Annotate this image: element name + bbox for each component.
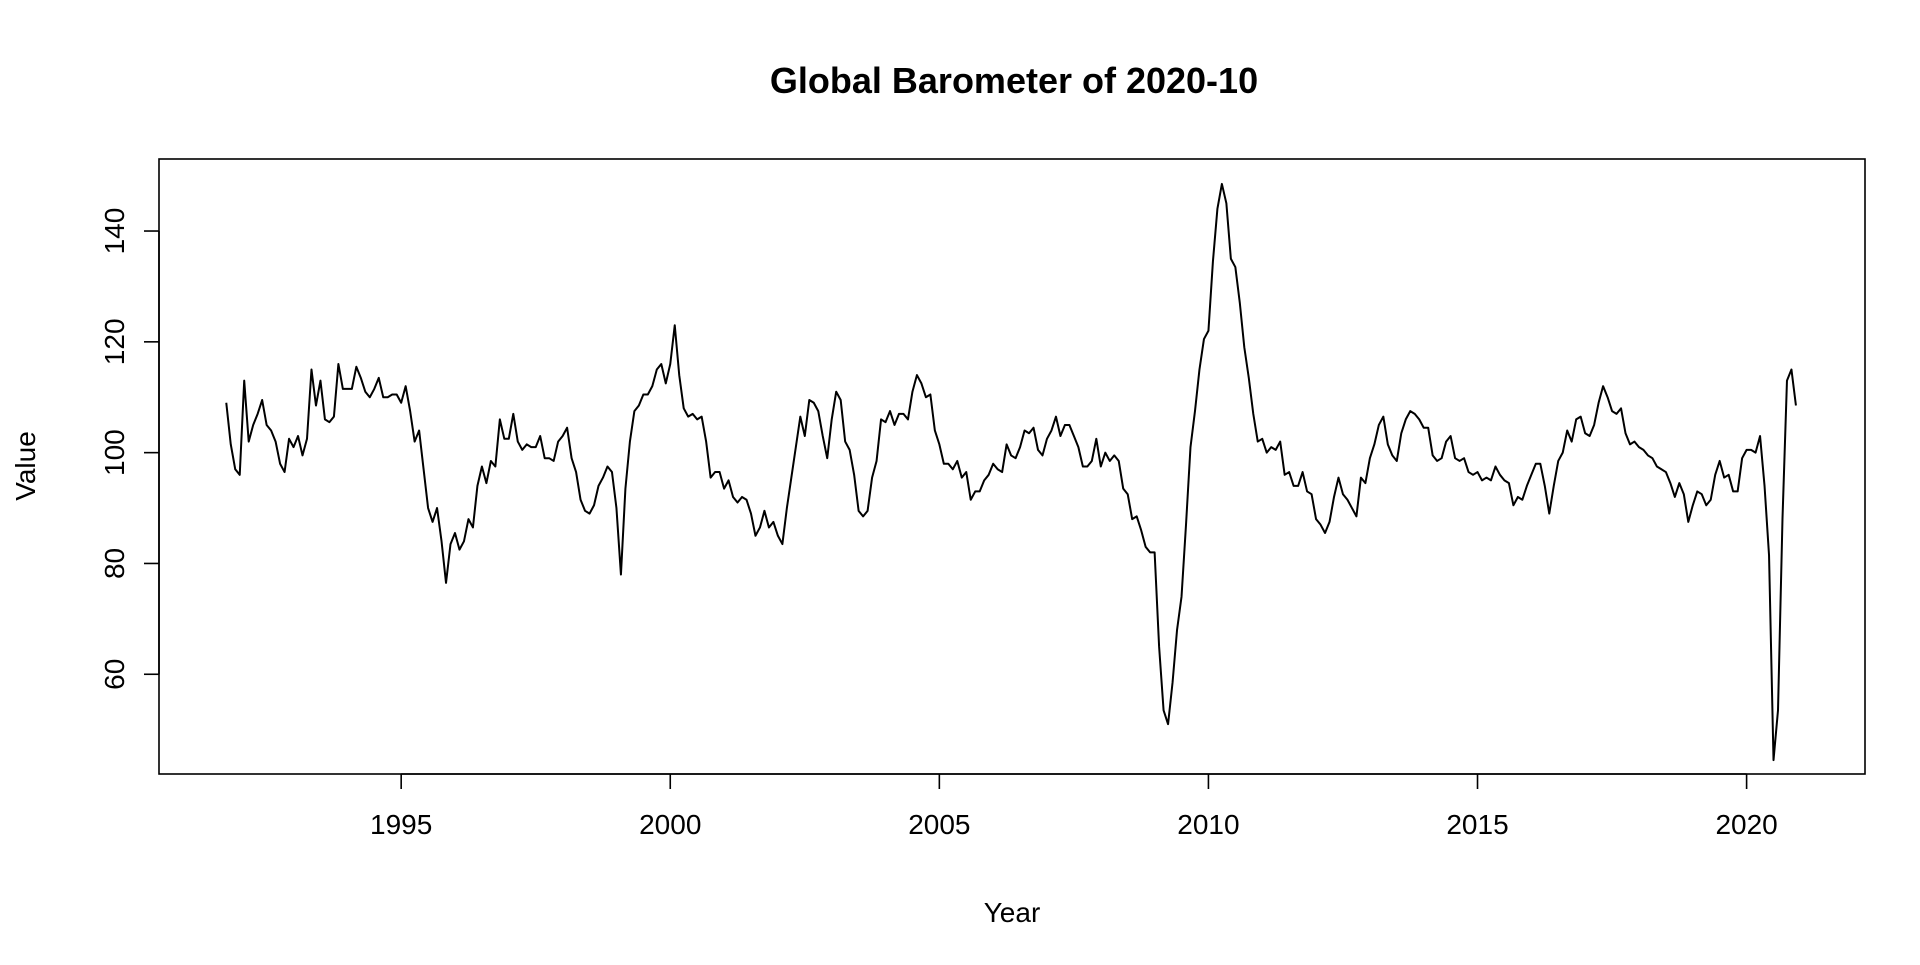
x-axis: 1995 2000 2005 2010 2015 2020 bbox=[370, 773, 1778, 840]
x-tick-label: 2020 bbox=[1715, 809, 1777, 840]
y-tick-label: 80 bbox=[99, 548, 130, 579]
y-tick-label: 140 bbox=[99, 208, 130, 255]
plot-frame bbox=[158, 158, 1866, 775]
y-tick-label: 100 bbox=[99, 429, 130, 476]
x-tick-label: 2005 bbox=[908, 809, 970, 840]
x-tick-label: 1995 bbox=[370, 809, 432, 840]
series-line-0 bbox=[225, 182, 1797, 762]
x-tick-label: 2015 bbox=[1446, 809, 1508, 840]
chart-title: Global Barometer of 2020-10 bbox=[770, 60, 1258, 101]
y-tick-label: 60 bbox=[99, 659, 130, 690]
series-layer bbox=[225, 182, 1797, 762]
y-axis: 60 80 100 120 140 bbox=[99, 208, 160, 690]
y-tick-label: 120 bbox=[99, 318, 130, 365]
y-axis-label: Value bbox=[10, 431, 41, 501]
x-tick-label: 2010 bbox=[1177, 809, 1239, 840]
x-tick-label: 2000 bbox=[639, 809, 701, 840]
x-axis-label: Year bbox=[984, 897, 1041, 928]
